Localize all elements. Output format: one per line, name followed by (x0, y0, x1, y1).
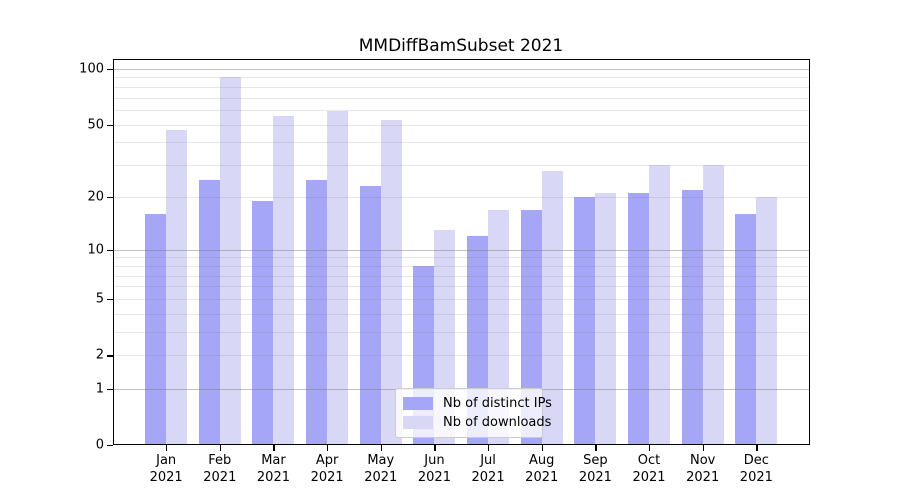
bar-sep-downloads (595, 193, 617, 445)
bar-nov-distinct-ips (681, 189, 703, 445)
minor-gridline (112, 299, 810, 301)
bar-may-distinct-ips (359, 186, 381, 445)
x-tick-label: Oct 2021 (632, 453, 666, 485)
major-gridline (112, 249, 810, 251)
y-tick-mark (106, 388, 113, 390)
chart-title: MMDiffBamSubset 2021 (358, 36, 564, 56)
x-tick-label: Aug 2021 (525, 453, 559, 485)
legend-item-downloads: Nb of downloads (403, 413, 551, 432)
x-tick-label: Nov 2021 (686, 453, 720, 485)
bar-jan-downloads (166, 129, 188, 445)
x-tick-label: Mar 2021 (256, 453, 290, 485)
minor-gridline (112, 97, 810, 99)
minor-gridline (112, 86, 810, 88)
bar-jan-distinct-ips (145, 214, 167, 445)
y-tick-label: 5 (95, 291, 104, 307)
bar-aug-distinct-ips (520, 209, 542, 445)
minor-gridline (112, 142, 810, 144)
minor-gridline (112, 124, 810, 126)
bar-nov-downloads (702, 165, 724, 445)
bar-dec-downloads (756, 196, 778, 445)
legend-label: Nb of distinct IPs (443, 396, 552, 411)
x-tick-label: Jan 2021 (149, 453, 183, 485)
bar-jul-downloads (488, 209, 510, 445)
minor-gridline (112, 332, 810, 334)
x-tick-mark (702, 445, 704, 451)
x-tick-mark (219, 445, 221, 451)
minor-gridline (112, 313, 810, 315)
x-tick-mark (595, 445, 597, 451)
y-tick-mark (106, 445, 113, 447)
minor-gridline (112, 77, 810, 79)
x-tick-label: Jun 2021 (417, 453, 451, 485)
y-tick-mark (106, 196, 113, 199)
bar-feb-distinct-ips (198, 179, 220, 445)
y-tick-mark (106, 69, 113, 71)
minor-gridline (112, 265, 810, 267)
x-tick-mark (541, 445, 543, 451)
x-tick-mark (434, 445, 436, 451)
y-tick-mark (106, 124, 113, 126)
x-tick-label: Feb 2021 (203, 453, 237, 485)
y-tick-mark (106, 355, 113, 357)
minor-gridline (112, 196, 810, 198)
bar-aug-downloads (541, 170, 563, 445)
bar-sep-distinct-ips (574, 196, 596, 445)
legend-item-distinct-ips: Nb of distinct IPs (403, 394, 552, 413)
bar-mar-downloads (273, 115, 295, 445)
x-tick-label: May 2021 (364, 453, 398, 485)
major-gridline (112, 69, 810, 70)
x-tick-mark (380, 445, 382, 451)
x-tick-label: Dec 2021 (739, 453, 773, 485)
x-tick-mark (273, 445, 275, 451)
y-tick-label: 2 (95, 347, 104, 363)
bar-mar-distinct-ips (252, 200, 274, 445)
y-tick-label: 10 (87, 242, 104, 258)
minor-gridline (112, 275, 810, 277)
y-tick-label: 100 (79, 61, 104, 77)
legend-swatch-distinct-ips (403, 397, 433, 410)
y-tick-label: 50 (87, 117, 104, 133)
x-tick-mark (166, 445, 168, 451)
legend: Nb of distinct IPs Nb of downloads (395, 388, 552, 438)
minor-gridline (112, 355, 810, 357)
minor-gridline (112, 165, 810, 167)
legend-label: Nb of downloads (443, 415, 552, 430)
x-tick-mark (488, 445, 490, 451)
bar-dec-distinct-ips (735, 214, 757, 445)
y-tick-mark (106, 249, 113, 251)
legend-swatch-downloads (403, 416, 433, 429)
bar-apr-distinct-ips (306, 179, 328, 445)
bar-apr-downloads (327, 111, 349, 445)
x-tick-mark (649, 445, 651, 451)
x-tick-mark (327, 445, 329, 451)
minor-gridline (112, 110, 810, 112)
minor-gridline (112, 286, 810, 288)
bar-feb-downloads (219, 77, 241, 445)
y-tick-mark (106, 299, 113, 301)
bar-may-downloads (380, 120, 402, 445)
bar-oct-downloads (649, 165, 671, 445)
y-tick-label: 20 (87, 189, 104, 205)
x-tick-mark (756, 445, 758, 451)
x-tick-label: Sep 2021 (578, 453, 612, 485)
minor-gridline (112, 257, 810, 259)
y-tick-label: 0 (95, 437, 104, 453)
y-tick-label: 1 (95, 381, 104, 397)
bar-oct-distinct-ips (628, 193, 650, 445)
x-tick-label: Jul 2021 (471, 453, 505, 485)
x-tick-label: Apr 2021 (310, 453, 344, 485)
